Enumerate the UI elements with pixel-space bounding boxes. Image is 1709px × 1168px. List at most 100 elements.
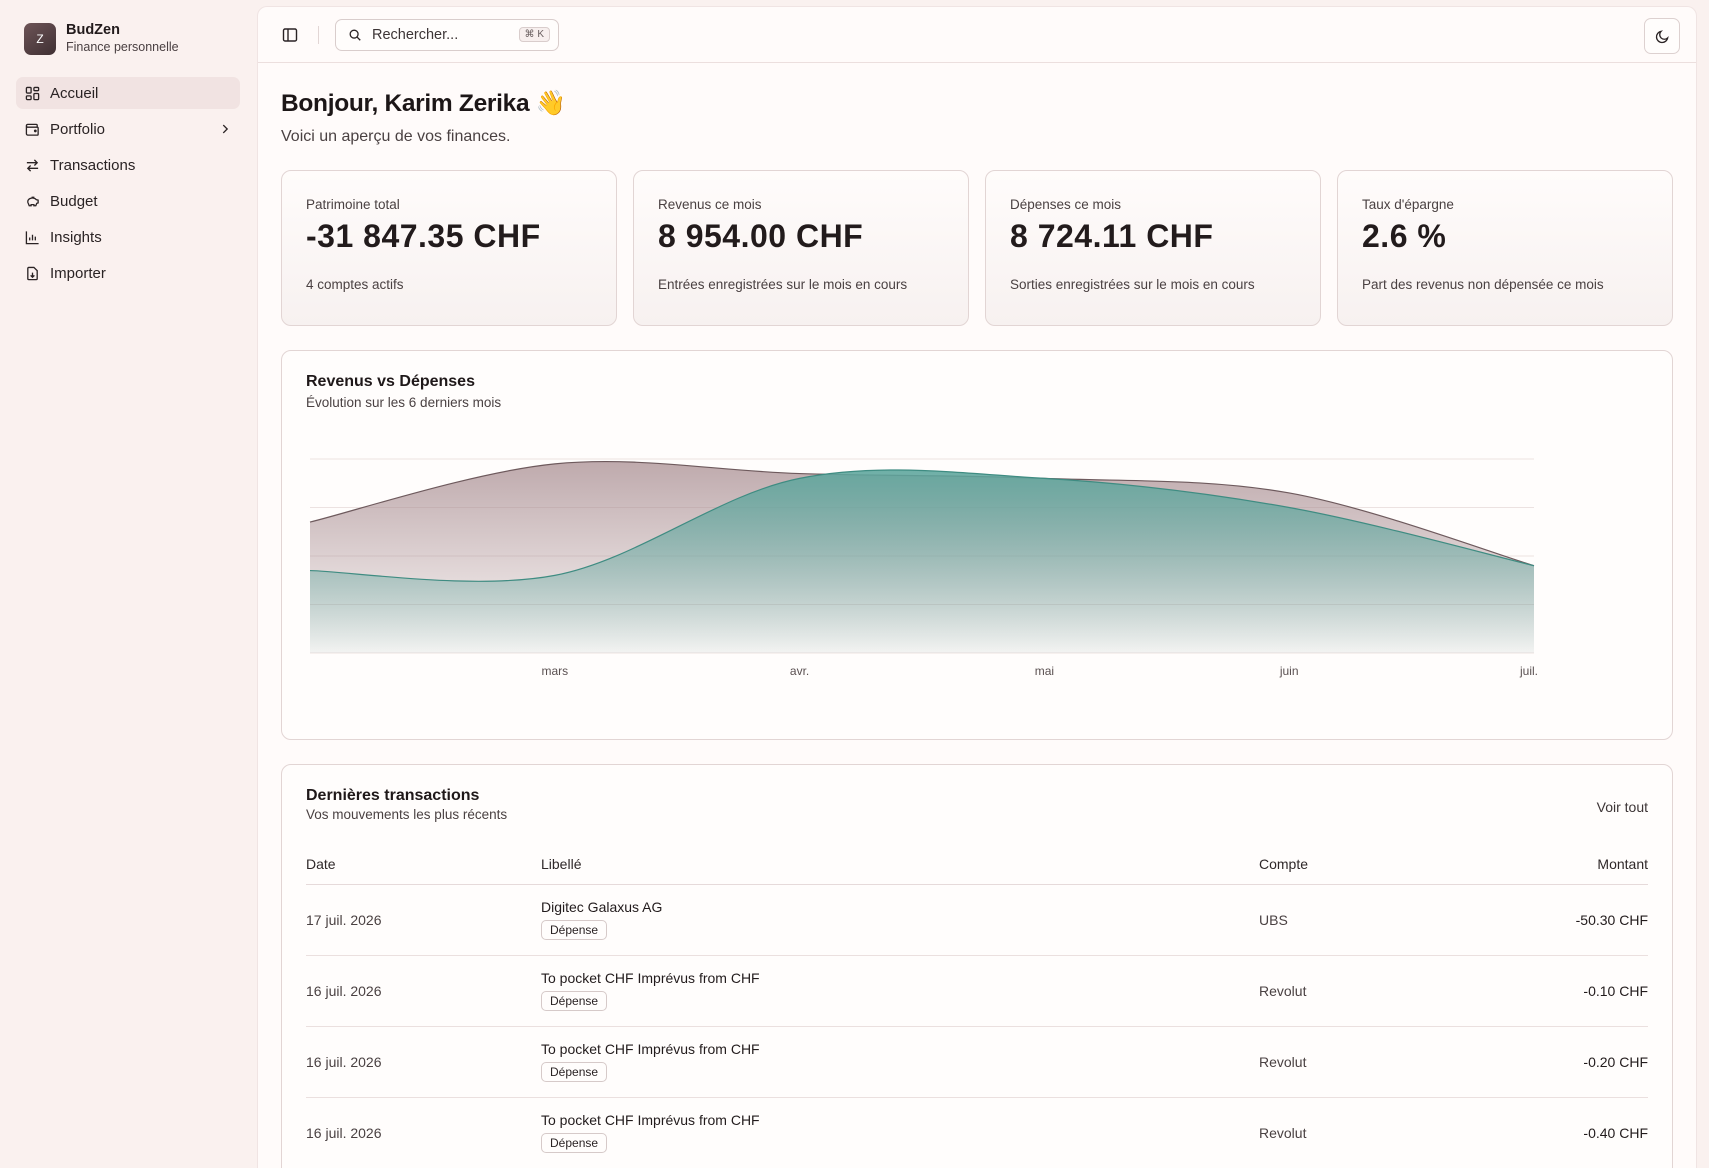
stat-card-expenses: Dépenses ce mois 8 724.11 CHF Sorties en… — [985, 170, 1321, 326]
tx-amount: -0.10 CHF — [1416, 955, 1648, 1027]
tx-type-badge: Dépense — [541, 1062, 608, 1082]
series-area-1 — [310, 470, 1534, 653]
stat-card-savings-rate: Taux d'épargne 2.6 % Part des revenus no… — [1337, 170, 1673, 326]
tx-date: 16 juil. 2026 — [306, 1026, 541, 1098]
search-icon — [348, 28, 362, 42]
sidebar-item-label: Insights — [50, 228, 102, 246]
sidebar-item-label: Importer — [50, 264, 106, 282]
sidebar-item-portfolio[interactable]: Portfolio — [16, 113, 240, 145]
stat-value: 8 724.11 CHF — [1010, 218, 1214, 254]
table-row[interactable]: 17 juil. 2026 Digitec Galaxus AG Dépense… — [306, 884, 1648, 956]
search-input[interactable]: Rechercher... ⌘ K — [335, 18, 559, 51]
tx-account: Revolut — [1259, 955, 1417, 1027]
x-tick-label: juin — [1279, 664, 1299, 678]
tx-date: 16 juil. 2026 — [306, 1097, 541, 1168]
chart-subtitle: Évolution sur les 6 derniers mois — [306, 395, 502, 410]
recent-transactions-card: Dernières transactions Vos mouvements le… — [281, 764, 1673, 1168]
tx-label-cell: To pocket CHF Imprévus from CHF Dépense — [541, 955, 1259, 1027]
column-header-date[interactable]: Date — [306, 844, 541, 885]
bar-chart-icon — [24, 229, 40, 245]
sidebar-item-label: Transactions — [50, 156, 136, 174]
x-tick-label: avr. — [790, 664, 809, 678]
main-panel: Rechercher... ⌘ K Bonjour, Karim Zerika … — [257, 6, 1697, 1168]
tx-label-cell: To pocket CHF Imprévus from CHF Dépense — [541, 1097, 1259, 1168]
tx-amount: -0.20 CHF — [1416, 1026, 1648, 1098]
file-import-icon — [24, 265, 40, 281]
chart-title: Revenus vs Dépenses — [306, 373, 475, 390]
arrows-swap-icon — [24, 157, 40, 173]
sidebar-item-budget[interactable]: Budget — [16, 185, 240, 217]
stat-label: Taux d'épargne — [1362, 197, 1454, 212]
brand[interactable]: Z BudZen Finance personnelle — [16, 20, 240, 77]
moon-icon — [1655, 29, 1670, 44]
tx-type-badge: Dépense — [541, 991, 608, 1011]
stat-card-income: Revenus ce mois 8 954.00 CHF Entrées enr… — [633, 170, 969, 326]
stat-description: Sorties enregistrées sur le mois en cour… — [1010, 277, 1255, 292]
stat-description: Entrées enregistrées sur le mois en cour… — [658, 277, 908, 292]
tx-amount: -0.40 CHF — [1416, 1097, 1648, 1168]
panel-left-icon — [282, 27, 298, 42]
search-placeholder: Rechercher... — [372, 26, 459, 43]
tx-account: UBS — [1259, 884, 1417, 956]
tx-label-cell: Digitec Galaxus AG Dépense — [541, 884, 1259, 956]
tx-amount: -50.30 CHF — [1416, 884, 1648, 956]
column-header-label[interactable]: Libellé — [541, 844, 1259, 885]
tx-account: Revolut — [1259, 1026, 1417, 1098]
tx-type-badge: Dépense — [541, 1133, 608, 1153]
stat-description: 4 comptes actifs — [306, 277, 404, 292]
stat-value: -31 847.35 CHF — [306, 218, 541, 254]
stat-description: Part des revenus non dépensée ce mois — [1362, 277, 1604, 292]
stat-value: 2.6 % — [1362, 218, 1447, 254]
brand-name: BudZen — [66, 22, 120, 38]
dashboard-content: Bonjour, Karim Zerika 👋 Voici un aperçu … — [258, 88, 1696, 1168]
tx-label: To pocket CHF Imprévus from CHF — [541, 1112, 760, 1128]
tx-type-badge: Dépense — [541, 920, 608, 940]
income-expense-chart-card: mars avr. mai juin juil. Revenus vs Dépenses… — [281, 350, 1673, 740]
wallet-icon — [24, 121, 40, 137]
tx-date: 16 juil. 2026 — [306, 955, 541, 1027]
table-row[interactable]: 16 juil. 2026 To pocket CHF Imprévus fro… — [306, 1097, 1648, 1168]
search-shortcut-badge: ⌘ K — [518, 27, 550, 42]
theme-toggle-button[interactable] — [1644, 18, 1680, 54]
sidebar-item-accueil[interactable]: Accueil — [16, 77, 240, 109]
area-chart: mars avr. mai juin juil. — [309, 458, 1538, 678]
brand-logo: Z — [24, 22, 56, 55]
sidebar-toggle-button[interactable] — [278, 23, 302, 47]
sidebar-item-label: Accueil — [50, 84, 99, 102]
page-subtitle: Voici un aperçu de vos finances. — [281, 128, 511, 145]
table-header-row: Date Libellé Compte Montant — [306, 844, 1648, 885]
sidebar-item-importer[interactable]: Importer — [16, 257, 240, 289]
table-row[interactable]: 16 juil. 2026 To pocket CHF Imprévus fro… — [306, 955, 1648, 1027]
topbar: Rechercher... ⌘ K — [258, 7, 1696, 63]
see-all-link[interactable]: Voir tout — [1596, 799, 1648, 815]
tx-label: To pocket CHF Imprévus from CHF — [541, 1041, 760, 1057]
series-line-1 — [309, 469, 1535, 582]
stats-row: Patrimoine total -31 847.35 CHF 4 compte… — [281, 170, 1673, 326]
table-row[interactable]: 16 juil. 2026 To pocket CHF Imprévus fro… — [306, 1026, 1648, 1098]
tx-label-cell: To pocket CHF Imprévus from CHF Dépense — [541, 1026, 1259, 1098]
sidebar-item-insights[interactable]: Insights — [16, 221, 240, 253]
x-tick-label: mars — [541, 664, 568, 678]
x-tick-label: juil. — [1519, 664, 1538, 678]
divider — [318, 25, 319, 44]
piggy-bank-icon — [24, 193, 40, 209]
stat-label: Revenus ce mois — [658, 197, 762, 212]
tx-date: 17 juil. 2026 — [306, 884, 541, 956]
sidebar-item-label: Budget — [50, 192, 98, 210]
dashboard-icon — [24, 85, 40, 101]
tx-label: To pocket CHF Imprévus from CHF — [541, 970, 760, 986]
chevron-right-icon[interactable] — [218, 122, 232, 136]
tx-account: Revolut — [1259, 1097, 1417, 1168]
column-header-account[interactable]: Compte — [1259, 844, 1417, 885]
transactions-table: Date Libellé Compte Montant 17 juil. 202… — [306, 844, 1648, 1168]
stat-value: 8 954.00 CHF — [658, 218, 864, 254]
sidebar-item-transactions[interactable]: Transactions — [16, 149, 240, 181]
stat-label: Patrimoine total — [306, 197, 400, 212]
page-title: Bonjour, Karim Zerika 👋 — [281, 90, 567, 117]
stat-card-net-worth: Patrimoine total -31 847.35 CHF 4 compte… — [281, 170, 617, 326]
column-header-amount[interactable]: Montant — [1416, 844, 1648, 885]
brand-subtitle: Finance personnelle — [66, 40, 179, 54]
sidebar-item-label: Portfolio — [50, 120, 106, 138]
transactions-title: Dernières transactions — [306, 787, 480, 804]
tx-label: Digitec Galaxus AG — [541, 899, 663, 915]
